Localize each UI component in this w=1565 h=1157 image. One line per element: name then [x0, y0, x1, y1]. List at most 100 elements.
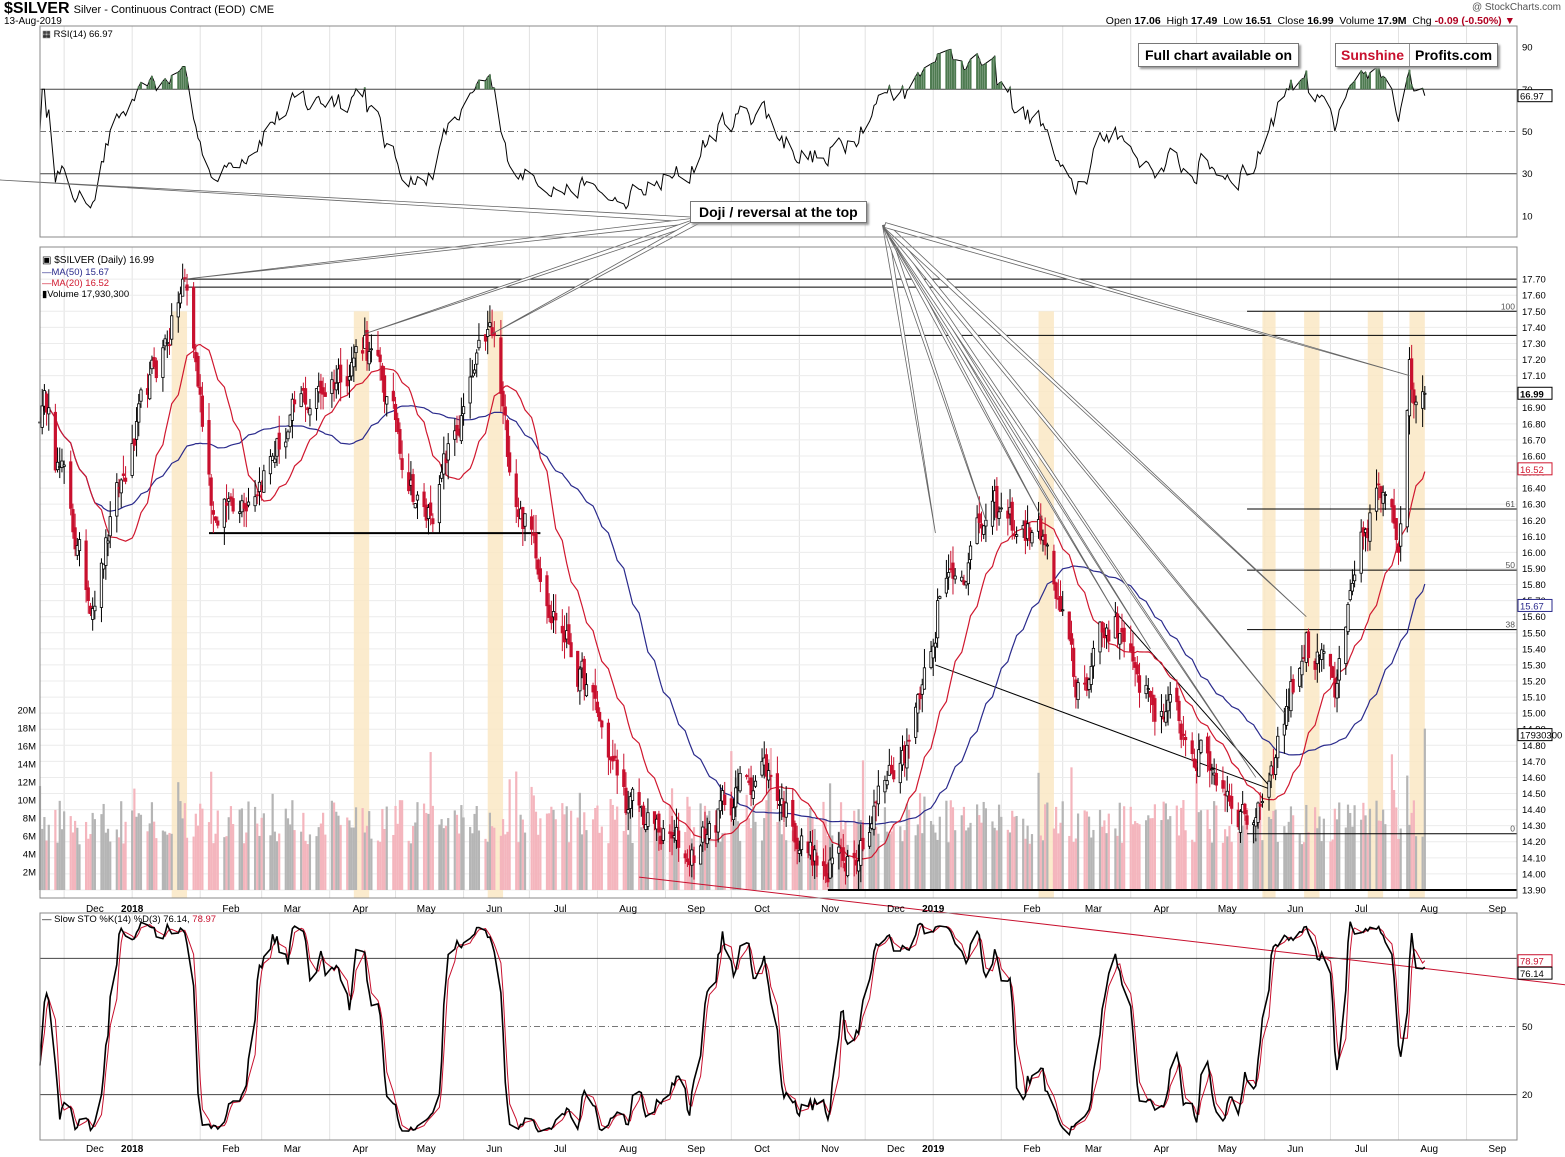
volume-bar	[921, 833, 924, 890]
callout-line	[882, 223, 1044, 521]
volume-bar	[1052, 828, 1056, 890]
candle-body	[929, 651, 933, 669]
candle-body	[393, 403, 398, 421]
candle-body	[1199, 739, 1203, 753]
volume-bar	[168, 832, 171, 890]
candle-body	[352, 357, 356, 368]
volume-bar	[723, 832, 726, 890]
volume-bar	[686, 796, 689, 890]
volume-bar	[1098, 809, 1102, 890]
full-chart-notice: Full chart available on	[1138, 43, 1300, 67]
volume-bar	[229, 806, 233, 890]
candle-body	[1282, 723, 1286, 736]
x-tick-label-bottom: Sep	[1488, 1144, 1506, 1155]
volume-bar	[227, 817, 230, 890]
candle-body	[637, 792, 641, 806]
price-legend-text: $SILVER (Daily) 16.99	[54, 255, 155, 266]
candle-body	[84, 540, 88, 590]
candle-body	[1421, 391, 1425, 409]
candle-body	[960, 576, 964, 582]
high-label: High	[1166, 15, 1189, 27]
volume-bar	[984, 808, 987, 890]
volume-tick-label: 16M	[18, 742, 37, 753]
volume-bar	[701, 841, 704, 890]
candle-body	[1267, 780, 1271, 798]
volume-bar	[1072, 841, 1075, 890]
rsi-legend-text: RSI(14) 66.97	[53, 29, 113, 40]
candle-body	[760, 760, 764, 776]
volume-bar	[262, 813, 265, 890]
volume-bar	[1041, 840, 1045, 890]
candle-body	[231, 498, 235, 512]
volume-bar	[1292, 815, 1295, 890]
volume-bar	[1283, 826, 1286, 890]
volume-bar	[1039, 835, 1042, 890]
candle-body	[354, 346, 358, 354]
volume-bar	[1307, 832, 1310, 890]
candle-body	[60, 460, 64, 468]
candle-body	[1243, 803, 1247, 815]
volume-bar	[1101, 826, 1104, 890]
brand-profits: Profits.com	[1415, 47, 1493, 63]
candle-body	[918, 693, 922, 700]
volume-bar	[368, 811, 371, 890]
volume-bar	[1382, 809, 1385, 890]
volume-bar	[47, 824, 50, 890]
rsi-tag-box	[1517, 89, 1553, 103]
volume-bar	[247, 801, 250, 890]
brand-logo[interactable]: Sunshine Profits.com	[1335, 43, 1499, 67]
volume-bar	[207, 822, 211, 890]
volume-bar	[1076, 813, 1080, 890]
candle-body	[181, 278, 185, 297]
volume-bar	[752, 806, 755, 890]
volume-bar	[1092, 829, 1095, 890]
volume-bar	[409, 843, 412, 890]
candle-body	[698, 845, 703, 865]
candle-body	[1322, 651, 1326, 654]
candle-body	[99, 562, 104, 608]
volume-bar	[550, 806, 553, 890]
candle-body	[1238, 811, 1243, 833]
volume-bar	[1316, 828, 1319, 890]
volume-bar	[745, 794, 748, 890]
candle-body	[578, 668, 582, 692]
volume-bar	[260, 817, 263, 890]
volume-bar	[1191, 839, 1194, 890]
volume-bar	[901, 841, 904, 890]
candle-body	[514, 473, 518, 508]
highlight-band	[1262, 311, 1276, 899]
candle-body	[611, 756, 615, 762]
candle-body	[71, 509, 75, 533]
volume-bar	[519, 814, 522, 890]
candle-body	[255, 494, 259, 497]
callout-line	[882, 223, 1257, 778]
candle-body	[200, 395, 205, 427]
x-tick-label-bottom: Aug	[619, 1144, 637, 1155]
volume-bar	[223, 837, 226, 890]
volume-bar	[166, 834, 169, 890]
volume-bar	[352, 827, 355, 890]
volume-bar	[1313, 807, 1317, 890]
volume-bar	[1145, 820, 1148, 890]
volume-bar	[591, 819, 595, 890]
volume-bar	[291, 800, 294, 890]
x-tick-label-bottom: Feb	[1023, 1144, 1041, 1155]
volume-bar	[442, 828, 445, 890]
candle-body	[347, 376, 352, 381]
volume-bar	[717, 829, 720, 890]
volume-bar	[1028, 843, 1031, 890]
volume-bar	[903, 830, 906, 890]
candle-body	[852, 852, 856, 859]
candle-body	[1313, 660, 1317, 670]
volume-tick-label: 18M	[18, 724, 37, 735]
volume-bar	[455, 814, 459, 890]
trendline	[1115, 611, 1270, 786]
candle-body	[382, 375, 387, 402]
volume-bar	[888, 834, 891, 890]
candle-body	[549, 615, 553, 624]
volume-bar	[238, 809, 241, 890]
rsi-legend: ▦ RSI(14) 66.97	[42, 29, 113, 40]
price-tick-label: 15.40	[1522, 644, 1546, 655]
volume-bar	[578, 792, 581, 890]
